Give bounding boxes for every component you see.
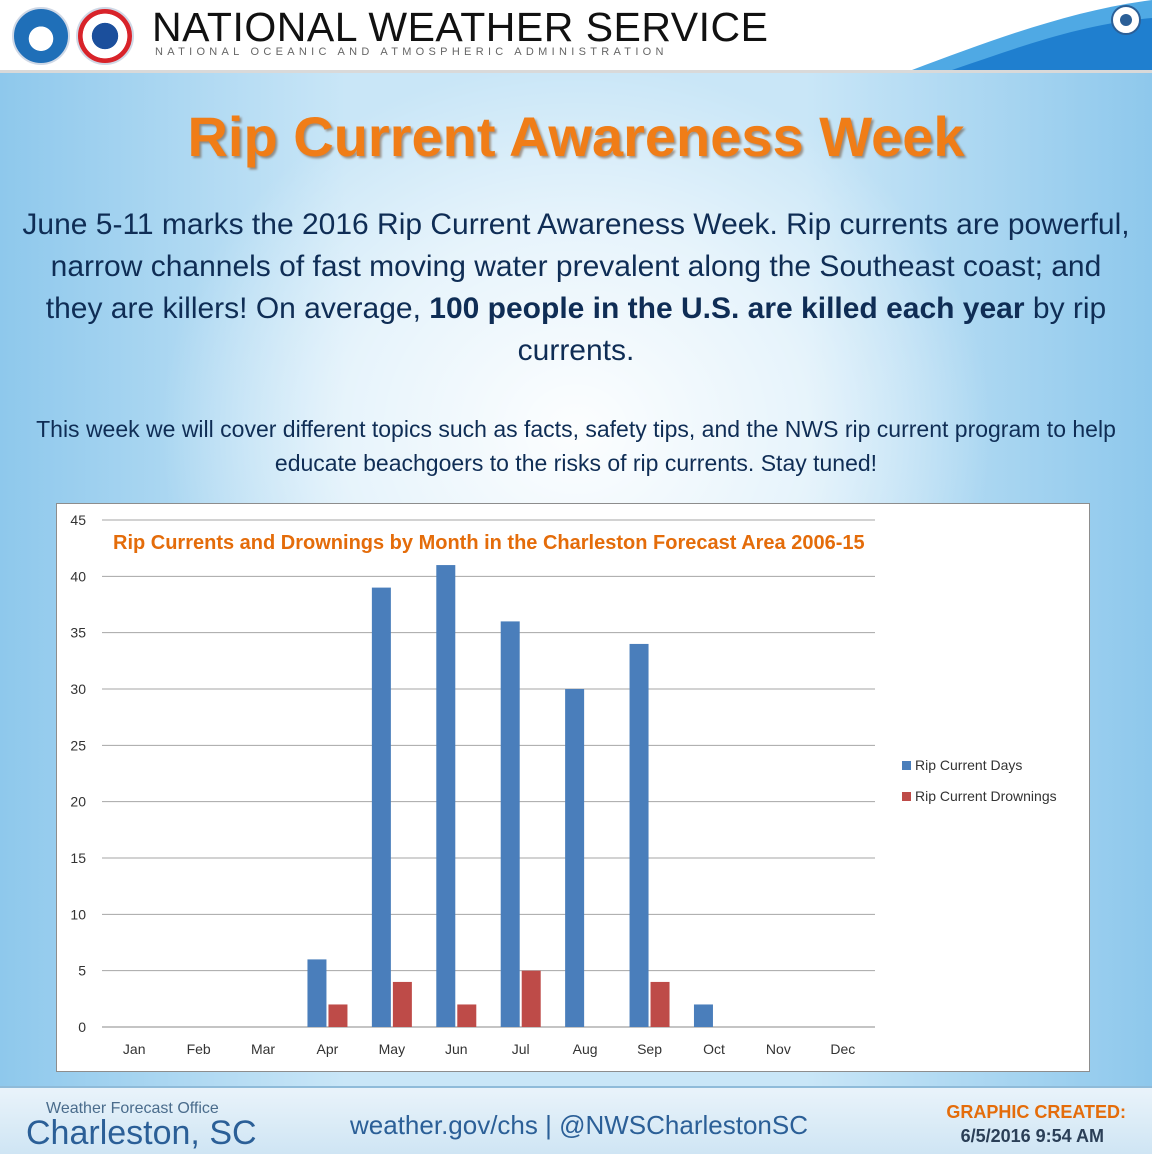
x-tick-label: Oct (703, 1041, 725, 1057)
x-axis-ticks: Jan Feb Mar Apr May Jun Jul Aug Sep Oct Nov Dec (123, 1041, 855, 1057)
corner-swoosh-icon (912, 0, 1152, 70)
created-timestamp: 6/5/2016 9:54 AM (960, 1126, 1104, 1146)
chart-bars (307, 565, 713, 1027)
bar-chart: 0 5 10 15 20 25 30 35 40 45 Jan Feb Mar Apr May Jun Jul… (70, 512, 1057, 1057)
header-banner: NATIONAL WEATHER SERVICE NATIONAL OCEANI… (0, 0, 1152, 73)
x-tick-label: Sep (637, 1041, 662, 1057)
footer: Weather Forecast Office Charleston, SC w… (0, 1086, 1152, 1154)
office-name: Charleston, SC (26, 1114, 257, 1152)
wfo-label: Weather Forecast Office (46, 1100, 219, 1117)
bar-rip-current-drownings (328, 1004, 348, 1027)
x-tick-label: Dec (830, 1041, 855, 1057)
bar-rip-current-days (500, 621, 520, 1027)
bar-rip-current-drownings (650, 981, 670, 1027)
bar-rip-current-days (565, 689, 585, 1027)
intro-emphasis: 100 people in the U.S. are killed each y… (429, 292, 1025, 325)
chart-legend: Rip Current Days Rip Current Drownings (902, 757, 1057, 804)
legend-label: Rip Current Drownings (915, 788, 1057, 804)
bar-rip-current-days (436, 565, 456, 1027)
bar-rip-current-drownings (392, 981, 412, 1027)
y-tick-label: 30 (70, 681, 86, 697)
y-tick-label: 25 (70, 737, 86, 753)
chart-gridlines (102, 519, 875, 1028)
x-tick-label: May (379, 1041, 405, 1057)
x-tick-label: Apr (317, 1041, 339, 1057)
bar-rip-current-days (629, 643, 649, 1027)
created-label: GRAPHIC CREATED: (946, 1102, 1126, 1122)
intro-text-end: by rip currents. (517, 292, 1107, 367)
noaa-logo (12, 7, 70, 65)
page-title: Rip Current Awareness Week (187, 105, 965, 168)
intro-text-start: June 5-11 marks the 2016 Rip Current Awa… (22, 208, 1130, 325)
x-tick-label: Aug (573, 1041, 598, 1057)
y-tick-label: 10 (70, 906, 86, 922)
bar-rip-current-drownings (521, 970, 541, 1027)
x-tick-label: Jul (512, 1041, 530, 1057)
y-tick-label: 40 (70, 568, 86, 584)
y-tick-label: 5 (78, 963, 86, 979)
x-tick-label: Nov (766, 1041, 791, 1057)
y-tick-label: 15 (70, 850, 86, 866)
x-tick-label: Jan (123, 1041, 146, 1057)
bar-rip-current-days (693, 1004, 713, 1027)
x-tick-label: Mar (251, 1041, 275, 1057)
y-tick-label: 20 (70, 794, 86, 810)
nws-logo (76, 7, 134, 65)
bar-rip-current-days (371, 587, 391, 1027)
org-subtitle: NATIONAL OCEANIC AND ATMOSPHERIC ADMINIS… (155, 46, 668, 58)
web-links: weather.gov/chs | @NWSCharlestonSC (350, 1110, 808, 1140)
y-axis-ticks: 0 5 10 15 20 25 30 35 40 45 (70, 512, 86, 1035)
x-tick-label: Feb (187, 1041, 211, 1057)
legend-swatch (902, 761, 911, 770)
y-tick-label: 0 (78, 1019, 86, 1035)
legend-label: Rip Current Days (915, 757, 1022, 773)
chart-title: Rip Currents and Drownings by Month in t… (113, 532, 865, 554)
org-title: NATIONAL WEATHER SERVICE (152, 4, 769, 50)
bar-rip-current-drownings (457, 1004, 477, 1027)
intro-paragraph: June 5-11 marks the 2016 Rip Current Awa… (22, 204, 1130, 372)
bar-rip-current-days (307, 959, 327, 1027)
y-tick-label: 45 (70, 512, 86, 528)
legend-swatch (902, 792, 911, 801)
y-tick-label: 35 (70, 625, 86, 641)
chart-container: 0 5 10 15 20 25 30 35 40 45 Jan Feb Mar Apr May Jun Jul… (56, 503, 1090, 1072)
subtext-paragraph: This week we will cover different topics… (36, 416, 1116, 476)
x-tick-label: Jun (445, 1041, 468, 1057)
